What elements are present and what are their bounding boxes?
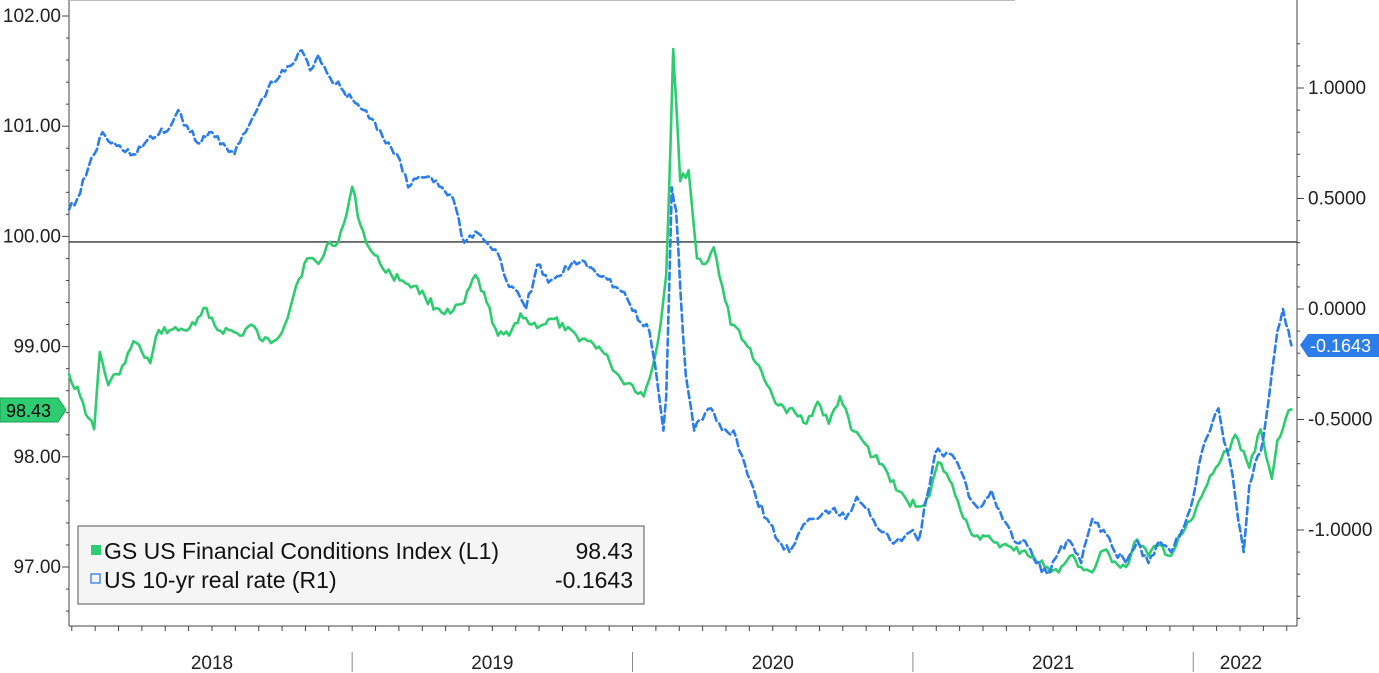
legend-box: [77, 525, 645, 605]
right-tick-label: -1.0000: [1308, 520, 1372, 541]
x-axis: 2018 2019 2020 2021 2022: [69, 0, 1297, 673]
year-label: 2018: [191, 653, 233, 673]
value-tags: 98.43 -0.1643: [0, 334, 1379, 423]
right-tick-label: 1.0000: [1308, 78, 1366, 99]
legend-swatch-fci: [91, 545, 101, 555]
year-label: 2019: [471, 653, 513, 673]
right-tick-label: 0.0000: [1308, 299, 1366, 320]
legend-label-fci: GS US Financial Conditions Index (L1): [104, 538, 499, 564]
right-axis: -1.0000 -0.5000 0.0000 0.5000 1.0000: [1296, 0, 1372, 626]
right-value-tag-text: -0.1643: [1310, 336, 1371, 356]
left-tick-label: 97.00: [13, 557, 61, 578]
right-tick-label: 0.5000: [1308, 189, 1366, 210]
left-value-tag-text: 98.43: [6, 401, 51, 421]
left-tick-label: 101.00: [3, 116, 61, 137]
left-tick-label: 100.00: [3, 226, 61, 247]
legend: GS US Financial Conditions Index (L1) 98…: [77, 525, 645, 605]
right-value-tag-shape: [1300, 334, 1379, 357]
left-axis: 97.00 98.00 99.00 100.00 101.00 102.00: [3, 0, 70, 626]
series-line-fci: [67, 47, 1293, 574]
series-line-real-rate: [67, 49, 1293, 576]
legend-value-real-rate: -0.1643: [555, 567, 633, 593]
series-layer: [67, 47, 1297, 576]
left-value-tag: 98.43: [0, 397, 67, 423]
left-tick-label: 99.00: [13, 337, 61, 358]
right-value-tag: -0.1643: [1300, 334, 1379, 357]
year-label: 2022: [1220, 653, 1262, 673]
year-label: 2021: [1032, 653, 1074, 673]
left-tick-label: 98.00: [13, 447, 61, 468]
legend-label-real-rate: US 10-yr real rate (R1): [104, 567, 337, 593]
right-tick-label: -0.5000: [1308, 410, 1372, 431]
left-value-tag-shape: [0, 397, 67, 423]
left-tick-label: 102.00: [3, 6, 61, 27]
year-label: 2020: [752, 653, 794, 673]
legend-swatch-real-rate: [90, 573, 101, 584]
legend-value-fci: 98.43: [575, 538, 633, 564]
